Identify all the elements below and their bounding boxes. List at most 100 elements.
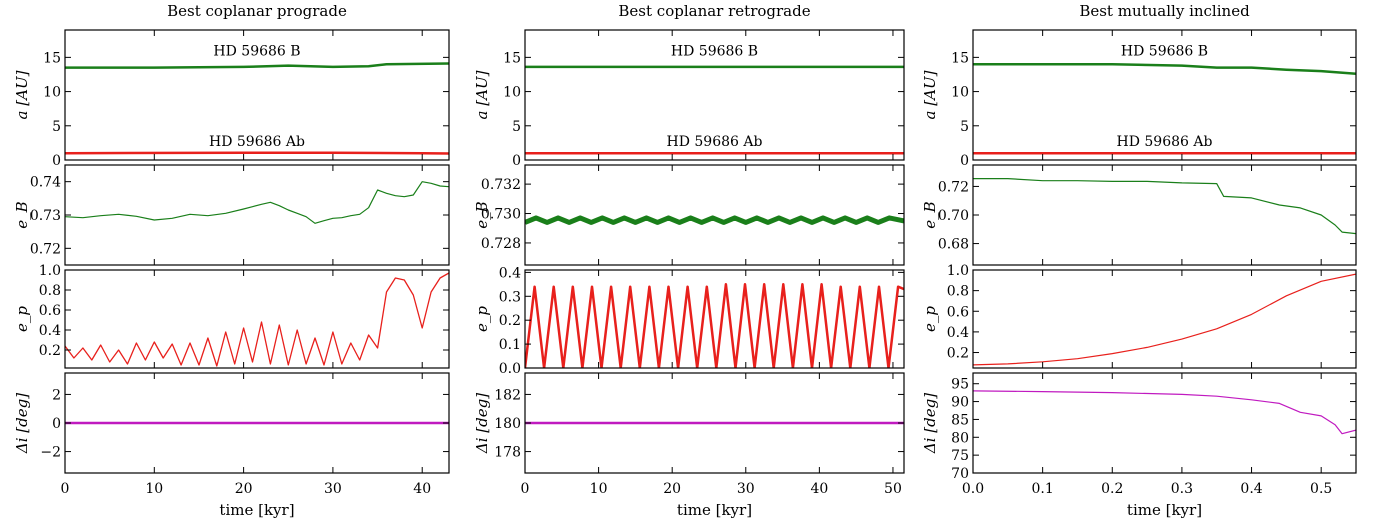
series-annotation: HD 59686 Ab (1117, 134, 1213, 150)
series-line (65, 62, 449, 69)
y-tick-label: 15 (503, 50, 521, 66)
y-tick-label: 2 (52, 387, 61, 403)
y-axis-label: e_p (921, 306, 939, 332)
x-tick-label: 30 (737, 481, 755, 497)
y-axis-label: Δi [deg] (921, 393, 939, 454)
y-tick-label: 70 (951, 466, 969, 482)
y-tick-label: 0.72 (30, 241, 61, 257)
y-axis-label: e_p (473, 306, 491, 332)
x-tick-label: 10 (590, 481, 608, 497)
y-tick-label: 0.73 (30, 208, 61, 224)
y-tick-label: 10 (43, 85, 61, 101)
y-tick-label: 0.2 (499, 313, 521, 329)
series-line (973, 273, 1356, 366)
y-tick-label: 0.6 (39, 303, 61, 319)
y-tick-label: 85 (951, 412, 969, 428)
y-axis-label: Δi [deg] (473, 393, 491, 454)
y-tick-label: 1.0 (947, 263, 969, 279)
panel-frame (972, 269, 1357, 369)
y-tick-label: 10 (503, 85, 521, 101)
y-tick-label: 0.6 (947, 304, 969, 320)
y-tick-label: 75 (951, 448, 969, 464)
series-annotation: HD 59686 B (1121, 44, 1208, 60)
y-tick-label: 0.70 (938, 208, 969, 224)
y-tick-label: 0.4 (947, 325, 969, 341)
y-tick-label: 0 (52, 416, 61, 432)
series-line (973, 390, 1356, 435)
y-tick-label: 0 (52, 153, 61, 169)
series-line (973, 62, 1356, 76)
y-tick-label: 0.4 (499, 265, 521, 281)
series-line (973, 178, 1356, 235)
x-axis-label: time [kyr] (1127, 501, 1202, 519)
y-tick-label: 0.732 (481, 177, 521, 193)
y-tick-label: 5 (512, 119, 521, 135)
y-tick-label: 0.2 (39, 343, 61, 359)
series-annotation: HD 59686 Ab (667, 134, 763, 150)
series-annotation: HD 59686 Ab (209, 134, 305, 150)
series-line (525, 283, 904, 368)
y-tick-label: 0.3 (499, 289, 521, 305)
panel-frame (64, 29, 450, 161)
y-tick-label: 0.8 (39, 283, 61, 299)
y-tick-label: 0.4 (39, 323, 61, 339)
series-line (65, 151, 449, 155)
series-line (525, 215, 904, 225)
y-tick-label: 182 (494, 387, 521, 403)
x-tick-label: 0.4 (1240, 481, 1262, 497)
y-axis-label: a [AU] (473, 70, 491, 119)
x-tick-label: 50 (884, 481, 902, 497)
y-axis-label: Δi [deg] (13, 393, 31, 454)
y-tick-label: 178 (494, 445, 521, 461)
y-axis-label: e_B (13, 201, 31, 228)
x-tick-label: 40 (810, 481, 828, 497)
panel-frame (64, 269, 450, 369)
y-tick-label: 5 (52, 119, 61, 135)
series-line (65, 181, 449, 224)
y-tick-label: 0.68 (938, 237, 969, 253)
y-tick-label: −2 (40, 445, 61, 461)
y-tick-label: 80 (951, 430, 969, 446)
x-tick-label: 30 (324, 481, 342, 497)
y-tick-label: 0.728 (481, 236, 521, 252)
panel-frame (972, 372, 1357, 474)
panel-frame (524, 269, 905, 369)
panel-frame (972, 29, 1357, 161)
x-tick-label: 0.0 (962, 481, 984, 497)
y-tick-label: 15 (43, 50, 61, 66)
y-tick-label: 180 (494, 416, 521, 432)
y-tick-label: 10 (951, 85, 969, 101)
y-axis-label: e_B (921, 201, 939, 228)
x-tick-label: 20 (663, 481, 681, 497)
x-tick-label: 10 (145, 481, 163, 497)
y-tick-label: 1.0 (39, 263, 61, 279)
x-tick-label: 0.1 (1032, 481, 1054, 497)
chart-title: Best mutually inclined (1079, 2, 1250, 20)
y-axis-label: e_B (473, 201, 491, 228)
y-tick-label: 0.74 (30, 175, 61, 191)
chart-title: Best coplanar retrograde (618, 2, 810, 20)
y-axis-label: a [AU] (13, 70, 31, 119)
y-tick-label: 0 (512, 153, 521, 169)
x-tick-label: 0 (61, 481, 70, 497)
panel-frame (524, 164, 905, 266)
x-tick-label: 20 (235, 481, 253, 497)
y-tick-label: 95 (951, 377, 969, 393)
y-tick-label: 15 (951, 50, 969, 66)
x-axis-label: time [kyr] (677, 501, 752, 519)
panel-frame (524, 29, 905, 161)
y-tick-label: 0.2 (947, 346, 969, 362)
x-axis-label: time [kyr] (219, 501, 294, 519)
y-tick-label: 90 (951, 395, 969, 411)
y-tick-label: 0.8 (947, 284, 969, 300)
y-tick-label: 0.0 (499, 361, 521, 377)
y-tick-label: 0.1 (499, 337, 521, 353)
series-annotation: HD 59686 B (213, 44, 300, 60)
x-tick-label: 0.2 (1101, 481, 1123, 497)
y-tick-label: 0.730 (481, 207, 521, 223)
y-axis-label: a [AU] (921, 70, 939, 119)
x-tick-label: 0 (521, 481, 530, 497)
x-tick-label: 40 (413, 481, 431, 497)
y-tick-label: 0.72 (938, 179, 969, 195)
